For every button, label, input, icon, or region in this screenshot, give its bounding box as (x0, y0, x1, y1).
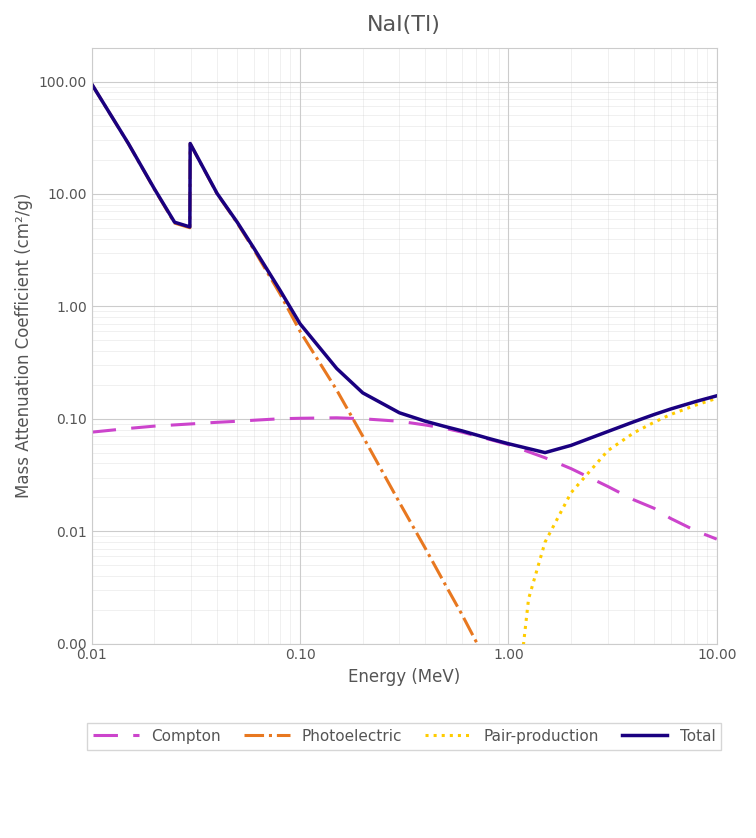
Pair-production (649, 417, 658, 427)
Compton (275, 414, 284, 424)
Photoelectric (233, 218, 242, 228)
Pair-production (712, 393, 721, 403)
Total (296, 318, 305, 328)
Title: NaI(Tl): NaI(Tl) (367, 15, 442, 35)
Total (692, 396, 701, 406)
Photoelectric (275, 288, 284, 298)
Photoelectric (457, 610, 466, 620)
Total (87, 79, 96, 89)
Photoelectric (212, 189, 222, 199)
Total (541, 447, 550, 458)
Photoelectric (170, 218, 179, 228)
Total (124, 138, 133, 148)
Compton (249, 415, 259, 425)
Legend: Compton, Photoelectric, Pair-production, Total: Compton, Photoelectric, Pair-production,… (87, 722, 721, 750)
Photoelectric (124, 138, 133, 148)
Photoelectric (358, 431, 367, 441)
Pair-production (524, 594, 533, 604)
Line: Total: Total (91, 84, 717, 453)
Compton (358, 414, 367, 424)
Total (566, 440, 575, 450)
Line: Pair-production: Pair-production (510, 398, 717, 838)
Pair-production (541, 537, 550, 547)
Photoelectric (186, 138, 195, 148)
Total (150, 184, 159, 194)
Total (503, 438, 513, 448)
Compton (603, 481, 612, 491)
Compton (629, 494, 638, 504)
Photoelectric (484, 660, 493, 670)
Photoelectric (332, 385, 341, 395)
Photoelectric (421, 544, 430, 554)
Compton (233, 416, 242, 427)
Photoelectric (249, 245, 259, 255)
Compton (541, 453, 550, 463)
Compton (124, 423, 133, 433)
Compton (296, 413, 305, 423)
Photoelectric (185, 223, 194, 233)
Photoelectric (503, 701, 513, 711)
Photoelectric (395, 498, 404, 508)
Total (212, 189, 222, 199)
Total (395, 408, 404, 418)
Photoelectric (296, 326, 305, 336)
Total (185, 222, 194, 232)
Line: Photoelectric: Photoelectric (91, 84, 571, 838)
Pair-production (566, 488, 575, 498)
Compton (503, 439, 513, 449)
Total (629, 416, 638, 427)
Total (484, 433, 493, 443)
X-axis label: Energy (MeV): Energy (MeV) (348, 668, 460, 686)
Total (358, 388, 367, 398)
Line: Compton: Compton (91, 418, 717, 539)
Compton (566, 463, 575, 473)
Photoelectric (87, 79, 96, 89)
Compton (712, 534, 721, 544)
Compton (441, 423, 450, 433)
Pair-production (666, 410, 675, 420)
Pair-production (603, 446, 612, 456)
Photoelectric (566, 835, 575, 838)
Pair-production (513, 697, 522, 707)
Total (649, 410, 658, 420)
Compton (212, 417, 222, 427)
Photoelectric (150, 184, 159, 194)
Total (441, 422, 450, 432)
Compton (649, 503, 658, 513)
Total (603, 427, 612, 437)
Compton (332, 413, 341, 423)
Total (421, 416, 430, 427)
Total (275, 285, 284, 295)
Compton (457, 427, 466, 437)
Total (332, 364, 341, 374)
Total (249, 243, 259, 253)
Compton (692, 526, 701, 536)
Total (712, 391, 721, 401)
Compton (395, 416, 404, 427)
Pair-production (692, 400, 701, 410)
Compton (421, 420, 430, 430)
Compton (484, 434, 493, 444)
Total (666, 404, 675, 414)
Compton (187, 419, 196, 429)
Total (170, 217, 179, 227)
Photoelectric (541, 772, 550, 782)
Pair-production (629, 427, 638, 437)
Y-axis label: Mass Attenuation Coefficient (cm²/g): Mass Attenuation Coefficient (cm²/g) (15, 193, 33, 499)
Compton (150, 422, 159, 432)
Total (186, 138, 195, 148)
Total (457, 426, 466, 436)
Compton (87, 427, 96, 437)
Total (233, 217, 242, 227)
Photoelectric (441, 580, 450, 590)
Compton (666, 514, 675, 524)
